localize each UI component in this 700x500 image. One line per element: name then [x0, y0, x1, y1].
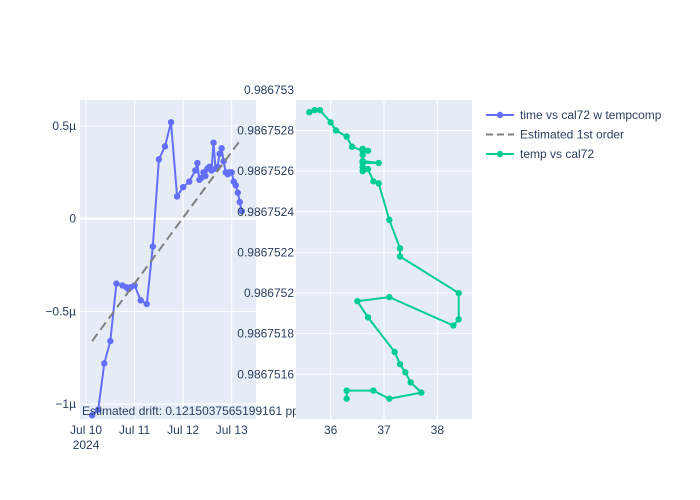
- legend-marker-swatch: [496, 150, 504, 158]
- left-y-tick-label: −1µ: [55, 397, 76, 411]
- legend-item[interactable]: time vs cal72 w tempcomp: [486, 108, 662, 122]
- temp-vs-cal72-point: [343, 133, 350, 140]
- temp-vs-cal72-point: [396, 253, 404, 260]
- right-y-tick-label: 0.9867526: [237, 164, 294, 178]
- time-vs-cal72-point: [228, 169, 235, 176]
- temp-vs-cal72-point: [396, 245, 404, 252]
- left-plot-gridlines: [80, 100, 256, 419]
- temp-vs-cal72-point: [370, 387, 377, 394]
- right-plot-gridlines: [296, 89, 472, 419]
- right-y-tick-label: 0.9867522: [237, 245, 294, 259]
- time-vs-cal72-point: [143, 300, 150, 308]
- time-vs-cal72-point: [218, 145, 225, 152]
- temp-vs-cal72-point: [455, 316, 462, 323]
- legend-label: Estimated 1st order: [520, 128, 624, 142]
- temp-vs-cal72-point: [364, 147, 372, 154]
- temp-vs-cal72-point: [359, 151, 366, 159]
- right-plot-x-ticks: 36 37 38: [324, 423, 444, 437]
- legend-item[interactable]: Estimated 1st order: [486, 128, 624, 142]
- time-vs-cal72-point: [101, 360, 108, 367]
- temp-vs-cal72-point: [348, 143, 356, 150]
- left-y-tick-label: 0: [69, 212, 76, 226]
- left-y-tick-label: 0.5µ: [52, 119, 76, 133]
- time-vs-cal72-point: [186, 178, 193, 185]
- temp-vs-cal72-point: [391, 348, 398, 356]
- time-vs-cal72-point: [113, 280, 120, 287]
- right-y-tick-label: 0.9867528: [237, 123, 294, 137]
- time-vs-cal72-point: [131, 282, 138, 289]
- legend-item[interactable]: temp vs cal72: [486, 147, 594, 161]
- right-x-tick-label: 38: [431, 423, 445, 437]
- temp-vs-cal72-point: [364, 314, 372, 321]
- time-vs-cal72-point: [236, 198, 244, 206]
- time-vs-cal72-point: [167, 119, 175, 126]
- temp-vs-cal72-point: [386, 395, 393, 402]
- right-x-tick-label: 37: [377, 423, 391, 437]
- time-vs-cal72-point: [202, 172, 209, 180]
- time-vs-cal72-point: [88, 412, 96, 419]
- legend-marker-swatch: [496, 111, 504, 119]
- time-vs-cal72-point: [234, 189, 241, 196]
- temp-vs-cal72-point: [455, 289, 462, 297]
- right-y-tick-label: 0.9867516: [237, 367, 294, 381]
- time-vs-cal72-point: [161, 143, 169, 150]
- temp-vs-cal72-point: [343, 387, 350, 394]
- temp-vs-cal72-point: [316, 106, 324, 114]
- temp-vs-cal72-point: [407, 379, 414, 386]
- temp-vs-cal72-point: [359, 145, 366, 152]
- temp-vs-cal72-point: [375, 159, 382, 167]
- right-y-tick-label: 0.986752: [244, 286, 294, 300]
- right-y-tick-label: 0.986753: [244, 83, 294, 97]
- temp-vs-cal72-point: [332, 127, 340, 134]
- legend-label: temp vs cal72: [520, 147, 594, 161]
- temp-vs-cal72-point: [370, 178, 377, 185]
- temp-vs-cal72-point: [450, 322, 457, 329]
- time-vs-cal72-point: [173, 193, 181, 200]
- left-plot-background: [80, 100, 256, 419]
- time-vs-cal72-point: [137, 297, 144, 304]
- left-x-tick-label: Jul 13: [216, 423, 248, 437]
- left-x-year-label: 2024: [73, 438, 100, 452]
- time-vs-cal72-point: [194, 159, 201, 167]
- left-plot-series: [88, 119, 246, 419]
- left-plot-y-ticks: 0.5µ 0 −0.5µ −1µ: [45, 119, 76, 411]
- temp-vs-cal72-point: [327, 119, 334, 126]
- temp-vs-cal72-point: [354, 297, 361, 305]
- right-y-tick-label: 0.9867518: [237, 327, 294, 341]
- time-vs-cal72-point: [210, 139, 217, 146]
- right-plot-y-ticks: 0.9867516 0.9867518 0.986752 0.9867522 0.986…: [237, 83, 294, 381]
- temp-vs-cal72-point: [311, 106, 318, 114]
- time-vs-cal72-point: [155, 156, 163, 163]
- drift-annotation: Estimated drift: 0.1215037565199161 ppb/…: [82, 404, 328, 418]
- temp-vs-cal72-point: [306, 108, 313, 116]
- temp-vs-cal72-point: [343, 395, 350, 402]
- time-vs-cal72-point: [232, 182, 239, 189]
- legend: time vs cal72 w tempcomp Estimated 1st or…: [486, 108, 662, 161]
- time-vs-cal72-point: [107, 337, 114, 345]
- time-vs-cal72-point: [192, 167, 199, 174]
- left-x-tick-label: Jul 11: [119, 423, 150, 437]
- left-x-tick-label: Jul 10: [70, 423, 102, 437]
- temp-vs-cal72-point: [402, 369, 409, 376]
- left-x-tick-label: Jul 12: [167, 423, 199, 437]
- temp-vs-cal72-point: [386, 293, 393, 301]
- temp-vs-cal72-point: [364, 165, 372, 173]
- temp-vs-cal72-point: [375, 180, 382, 187]
- right-plot-series: [306, 106, 462, 402]
- temp-vs-cal72-point: [396, 360, 404, 368]
- left-y-tick-label: −0.5µ: [45, 304, 76, 318]
- temp-vs-cal72-point: [359, 167, 366, 175]
- temp-vs-cal72-point: [386, 216, 393, 224]
- temp-vs-cal72-point: [418, 389, 425, 396]
- right-x-tick-label: 36: [324, 423, 338, 437]
- time-vs-cal72-point: [95, 406, 102, 413]
- time-vs-cal72-point: [216, 150, 223, 157]
- time-vs-cal72-point: [238, 208, 246, 215]
- time-vs-cal72-point: [149, 243, 157, 250]
- right-y-tick-label: 0.9867524: [237, 205, 294, 219]
- time-vs-cal72-point: [179, 183, 187, 191]
- legend-label: time vs cal72 w tempcomp: [520, 108, 662, 122]
